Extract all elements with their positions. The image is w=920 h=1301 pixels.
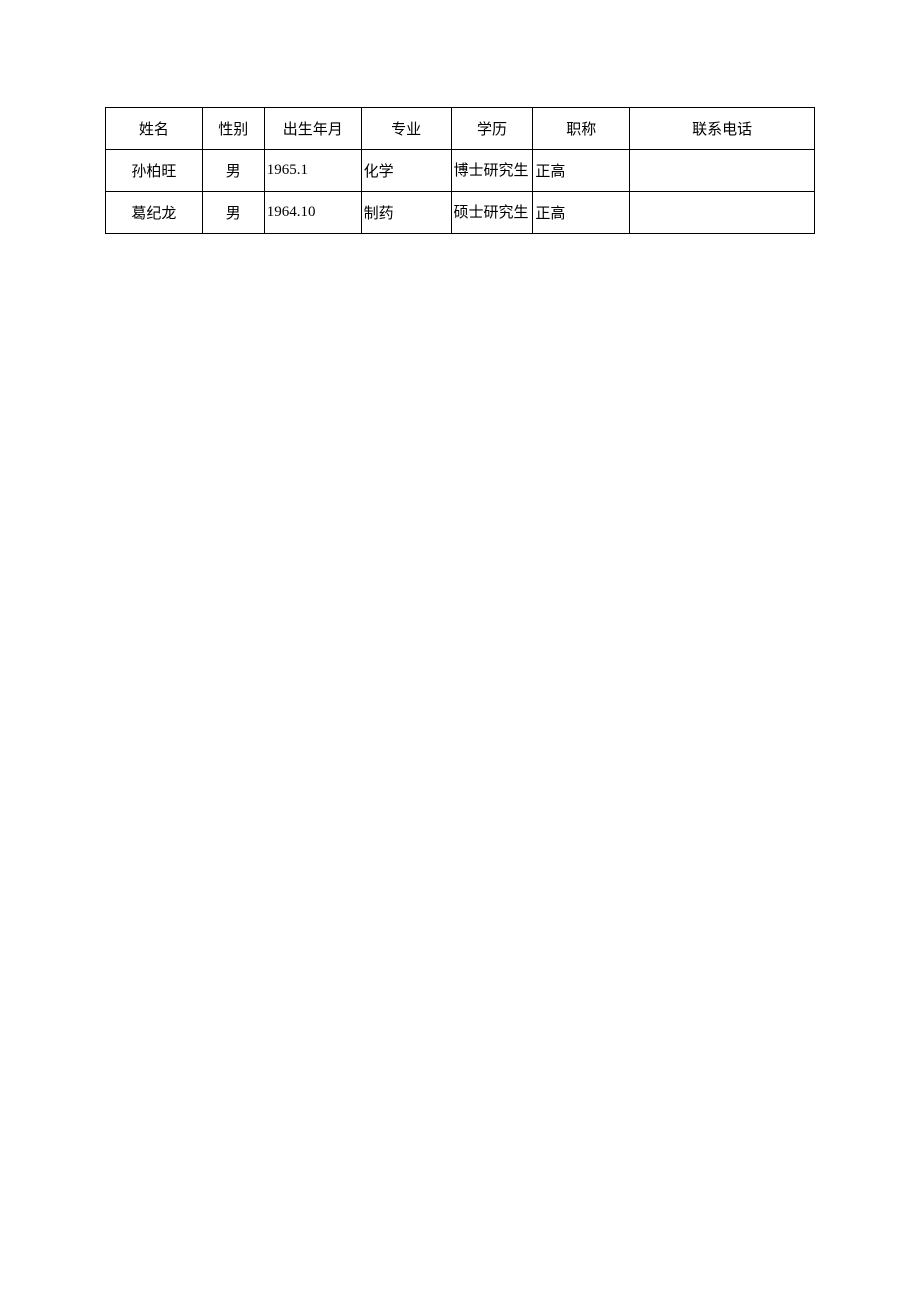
header-gender: 性别 xyxy=(202,108,264,150)
personnel-table-container: 姓名 性别 出生年月 专业 学历 职称 联系电话 孙柏旺 男 1965.1 化学… xyxy=(105,107,815,234)
header-dob: 出生年月 xyxy=(264,108,361,150)
personnel-table: 姓名 性别 出生年月 专业 学历 职称 联系电话 孙柏旺 男 1965.1 化学… xyxy=(105,107,815,234)
cell-major: 制药 xyxy=(361,192,451,234)
header-phone: 联系电话 xyxy=(630,108,815,150)
table-header-row: 姓名 性别 出生年月 专业 学历 职称 联系电话 xyxy=(106,108,815,150)
cell-dob: 1964.10 xyxy=(264,192,361,234)
table-row: 葛纪龙 男 1964.10 制药 硕士研究生 正高 xyxy=(106,192,815,234)
cell-dob: 1965.1 xyxy=(264,150,361,192)
cell-major: 化学 xyxy=(361,150,451,192)
cell-title: 正高 xyxy=(533,150,630,192)
cell-title: 正高 xyxy=(533,192,630,234)
header-major: 专业 xyxy=(361,108,451,150)
cell-gender: 男 xyxy=(202,150,264,192)
cell-education: 硕士研究生 xyxy=(451,192,533,234)
header-education: 学历 xyxy=(451,108,533,150)
header-title: 职称 xyxy=(533,108,630,150)
cell-name: 葛纪龙 xyxy=(106,192,203,234)
cell-phone xyxy=(630,150,815,192)
cell-phone xyxy=(630,192,815,234)
cell-name: 孙柏旺 xyxy=(106,150,203,192)
table-row: 孙柏旺 男 1965.1 化学 博士研究生 正高 xyxy=(106,150,815,192)
cell-gender: 男 xyxy=(202,192,264,234)
cell-education: 博士研究生 xyxy=(451,150,533,192)
header-name: 姓名 xyxy=(106,108,203,150)
